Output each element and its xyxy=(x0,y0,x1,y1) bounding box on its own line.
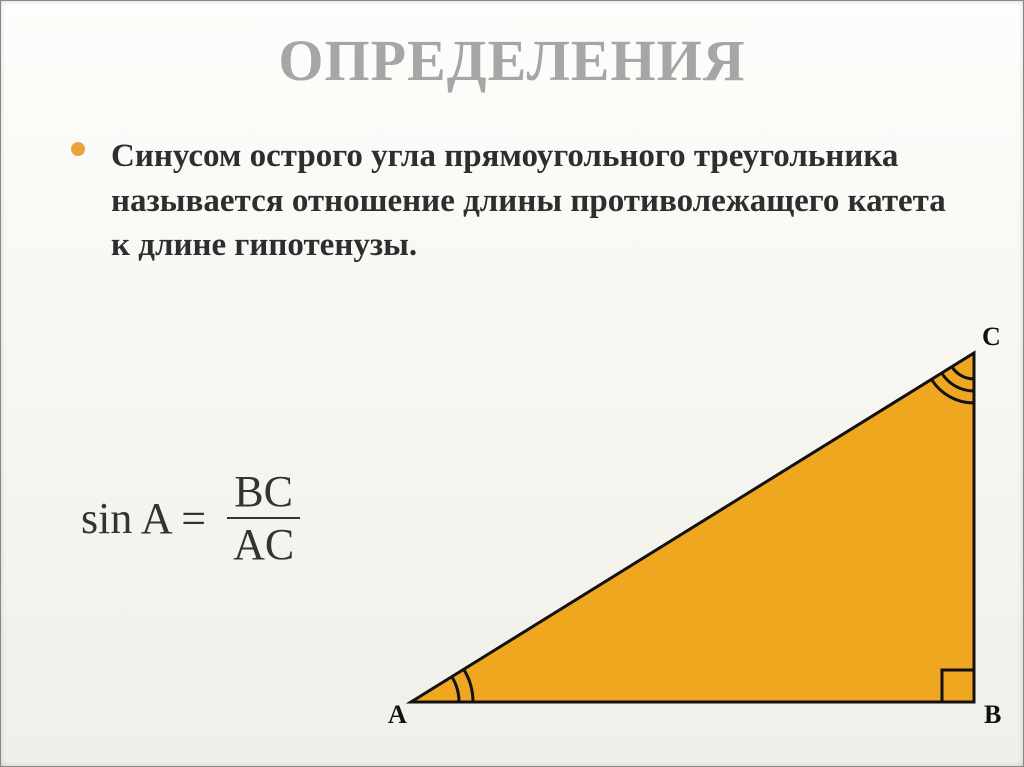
definition-text: Синусом острого угла прямоугольного треу… xyxy=(111,138,946,263)
formula-lhs: sin A = xyxy=(81,493,206,544)
slide-title: ОПРЕДЕЛЕНИЯ xyxy=(1,1,1023,94)
vertex-label-c: C xyxy=(982,322,1001,351)
formula-denominator: AC xyxy=(227,519,300,570)
triangle-diagram: A B C xyxy=(366,317,1006,747)
slide: ОПРЕДЕЛЕНИЯ Синусом острого угла прямоуг… xyxy=(0,0,1024,767)
triangle-shape xyxy=(411,353,974,702)
formula-numerator: BC xyxy=(227,466,300,519)
formula-fraction: BC AC xyxy=(227,466,300,570)
triangle-svg: A B C xyxy=(366,317,1006,747)
definition-block: Синусом острого угла прямоугольного треу… xyxy=(111,134,963,268)
vertex-label-a: A xyxy=(388,700,407,729)
formula: sin A = BC AC xyxy=(81,466,300,570)
vertex-label-b: B xyxy=(984,700,1001,729)
bullet-icon xyxy=(71,142,85,156)
